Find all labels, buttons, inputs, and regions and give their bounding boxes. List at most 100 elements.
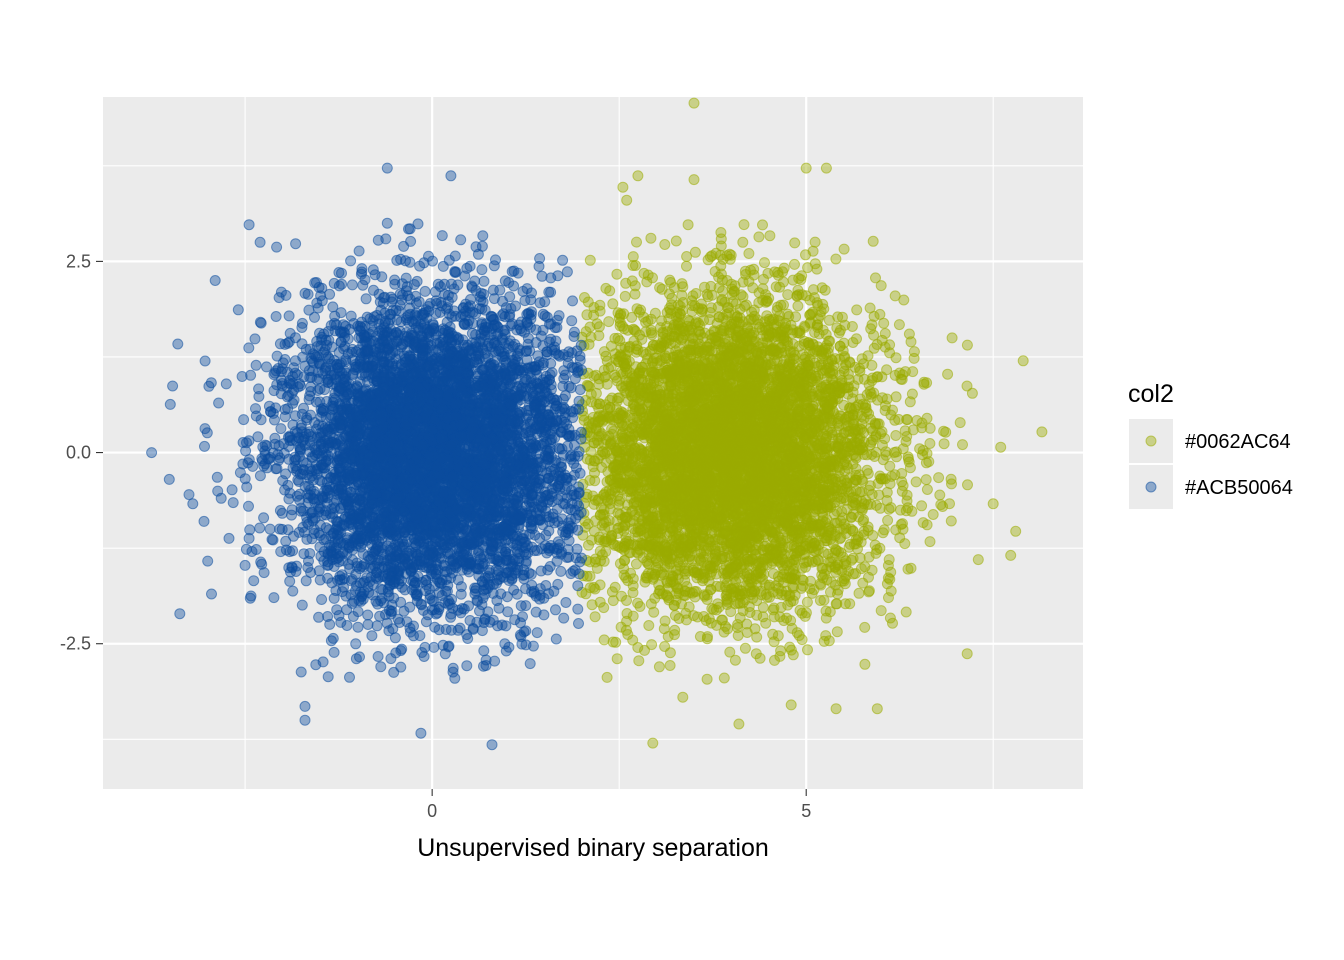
- data-point: [589, 494, 601, 506]
- data-point: [594, 596, 606, 608]
- data-points: [146, 97, 1048, 751]
- data-point: [934, 489, 946, 501]
- data-point: [579, 292, 590, 303]
- data-point: [653, 661, 665, 673]
- data-point: [739, 642, 751, 654]
- data-point: [942, 368, 954, 380]
- data-point: [643, 620, 655, 631]
- data-point: [857, 442, 869, 453]
- data-point: [689, 246, 701, 258]
- data-point: [812, 299, 824, 311]
- data-point: [611, 268, 623, 280]
- data-point: [830, 579, 841, 591]
- data-point: [839, 598, 851, 610]
- data-point: [809, 236, 821, 248]
- data-point: [897, 369, 909, 381]
- data-point: [789, 258, 800, 270]
- data-point: [622, 629, 634, 640]
- data-point: [715, 260, 727, 272]
- data-point: [712, 598, 724, 610]
- data-point: [875, 280, 887, 292]
- data-point: [721, 275, 733, 286]
- data-point: [583, 539, 594, 551]
- data-point: [715, 227, 727, 238]
- data-point: [589, 611, 601, 623]
- data-point: [699, 281, 710, 293]
- data-point: [619, 290, 631, 302]
- data-point: [838, 243, 850, 255]
- data-point: [627, 610, 639, 622]
- data-point: [832, 588, 843, 600]
- series-olive: [576, 97, 1048, 749]
- data-point: [883, 554, 895, 566]
- data-point: [602, 403, 614, 415]
- data-point: [669, 624, 681, 636]
- data-point: [683, 601, 695, 613]
- data-point: [689, 567, 701, 579]
- data-point: [877, 527, 889, 539]
- data-point: [621, 595, 632, 606]
- data-point: [957, 439, 968, 451]
- data-point: [764, 230, 776, 242]
- data-point: [897, 443, 909, 455]
- data-point: [921, 484, 933, 495]
- data-point: [632, 642, 644, 653]
- data-point: [962, 479, 973, 491]
- data-point: [905, 562, 917, 574]
- data-point: [851, 333, 862, 345]
- data-point: [589, 475, 601, 487]
- data-point: [604, 285, 616, 297]
- data-point: [699, 327, 711, 339]
- data-point: [898, 294, 910, 306]
- data-point: [768, 568, 779, 580]
- data-point: [601, 671, 613, 683]
- data-point: [588, 437, 600, 449]
- data-point: [738, 219, 750, 231]
- data-point: [646, 329, 658, 341]
- data-point: [722, 623, 734, 635]
- data-point: [782, 289, 794, 301]
- data-point: [629, 280, 641, 292]
- data-point: [819, 284, 831, 296]
- data-point: [868, 329, 880, 341]
- data-point: [792, 300, 804, 312]
- data-point: [862, 521, 874, 533]
- data-point: [884, 612, 896, 624]
- data-point: [863, 551, 875, 563]
- data-point: [853, 587, 865, 599]
- data-point: [831, 626, 843, 638]
- data-point: [615, 621, 627, 633]
- data-point: [801, 596, 813, 608]
- data-point: [938, 438, 950, 450]
- data-point: [737, 276, 749, 288]
- data-point: [891, 451, 902, 463]
- data-point: [830, 253, 842, 265]
- data-point: [681, 260, 692, 272]
- data-point: [674, 553, 686, 565]
- data-point: [639, 644, 650, 656]
- data-point: [961, 339, 973, 351]
- data-point: [882, 514, 894, 526]
- data-point: [753, 287, 765, 299]
- data-point: [846, 321, 858, 332]
- data-point: [807, 245, 819, 257]
- data-point: [832, 438, 844, 450]
- data-point: [737, 236, 749, 248]
- data-point: [789, 237, 801, 249]
- data-point: [588, 302, 600, 313]
- data-point: [664, 660, 676, 671]
- data-point: [670, 235, 682, 247]
- data-point: [871, 339, 883, 350]
- data-point: [920, 474, 932, 486]
- data-point: [817, 572, 829, 584]
- data-point: [893, 319, 905, 331]
- data-point: [743, 248, 755, 259]
- data-point: [916, 500, 928, 512]
- data-point: [646, 639, 658, 651]
- data-point: [613, 499, 625, 511]
- data-point: [866, 564, 878, 576]
- data-point: [910, 476, 922, 488]
- data-point: [770, 281, 782, 293]
- data-point: [879, 328, 891, 339]
